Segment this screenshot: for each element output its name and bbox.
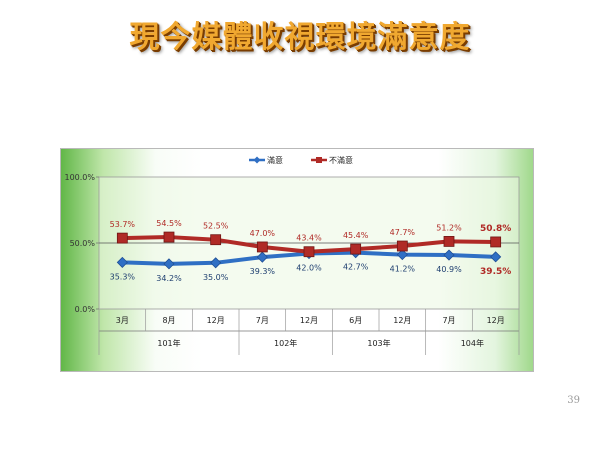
- x-tick-label: 12月: [300, 316, 318, 325]
- x-tick-label: 6月: [349, 316, 362, 325]
- group-label: 101年: [157, 338, 180, 348]
- group-label: 103年: [367, 338, 390, 348]
- data-point: [256, 241, 268, 253]
- page-number: 39: [567, 395, 580, 406]
- slide-title: 現今媒體收視環境滿意度: [129, 20, 471, 55]
- data-label: 42.0%: [296, 264, 322, 273]
- data-point: [443, 249, 455, 261]
- data-label: 39.3%: [250, 267, 276, 276]
- data-label: 41.2%: [390, 265, 416, 274]
- data-label: 54.5%: [156, 219, 182, 228]
- legend-label: 滿意: [267, 155, 283, 165]
- data-label: 42.7%: [343, 263, 369, 272]
- data-label: 52.5%: [203, 222, 229, 231]
- data-label: 50.8%: [480, 224, 511, 234]
- data-point: [350, 243, 362, 255]
- data-label: 35.3%: [110, 272, 136, 281]
- data-label: 35.0%: [203, 273, 229, 282]
- data-point: [396, 249, 408, 261]
- data-point: [116, 256, 128, 268]
- x-tick-label: 7月: [256, 316, 269, 325]
- data-point: [303, 246, 315, 258]
- data-point: [163, 258, 175, 270]
- x-tick-label: 8月: [162, 316, 175, 325]
- legend-marker: [316, 157, 322, 163]
- x-tick-label: 3月: [116, 316, 129, 325]
- chart-panel: 0.0% 50.0% 100.0% 3月 8月 12月 7月 12月 6月 12月 7月 12月 101…: [60, 148, 534, 372]
- group-label: 102年: [274, 338, 297, 348]
- data-label: 53.7%: [110, 220, 136, 229]
- data-label: 47.0%: [250, 229, 276, 238]
- data-label: 43.4%: [296, 234, 322, 243]
- data-label: 34.2%: [156, 274, 182, 283]
- y-tick-label: 0.0%: [75, 305, 96, 314]
- data-label: 40.9%: [436, 265, 462, 274]
- data-point: [256, 251, 268, 263]
- data-label: 45.4%: [343, 231, 369, 240]
- data-point: [163, 231, 175, 243]
- y-tick-label: 100.0%: [64, 173, 95, 182]
- x-tick-label: 7月: [442, 316, 455, 325]
- data-point: [490, 236, 502, 248]
- x-tick-label: 12月: [207, 316, 225, 325]
- data-point: [490, 251, 502, 263]
- data-point: [443, 236, 455, 247]
- x-tick-label: 12月: [487, 316, 505, 325]
- data-label: 39.5%: [480, 267, 511, 277]
- data-label: 51.2%: [436, 223, 462, 232]
- legend-marker: [253, 156, 261, 164]
- line-chart: 0.0% 50.0% 100.0% 3月 8月 12月 7月 12月 6月 12月 7月 12月 101…: [64, 155, 520, 355]
- data-point: [396, 240, 408, 252]
- data-label: 47.7%: [390, 228, 416, 237]
- data-point: [210, 234, 222, 246]
- data-point: [210, 257, 222, 269]
- y-tick-label: 50.0%: [70, 239, 96, 248]
- group-label: 104年: [461, 338, 484, 348]
- data-point: [116, 232, 128, 244]
- x-tick-label: 12月: [393, 316, 411, 325]
- legend-label: 不滿意: [329, 155, 353, 165]
